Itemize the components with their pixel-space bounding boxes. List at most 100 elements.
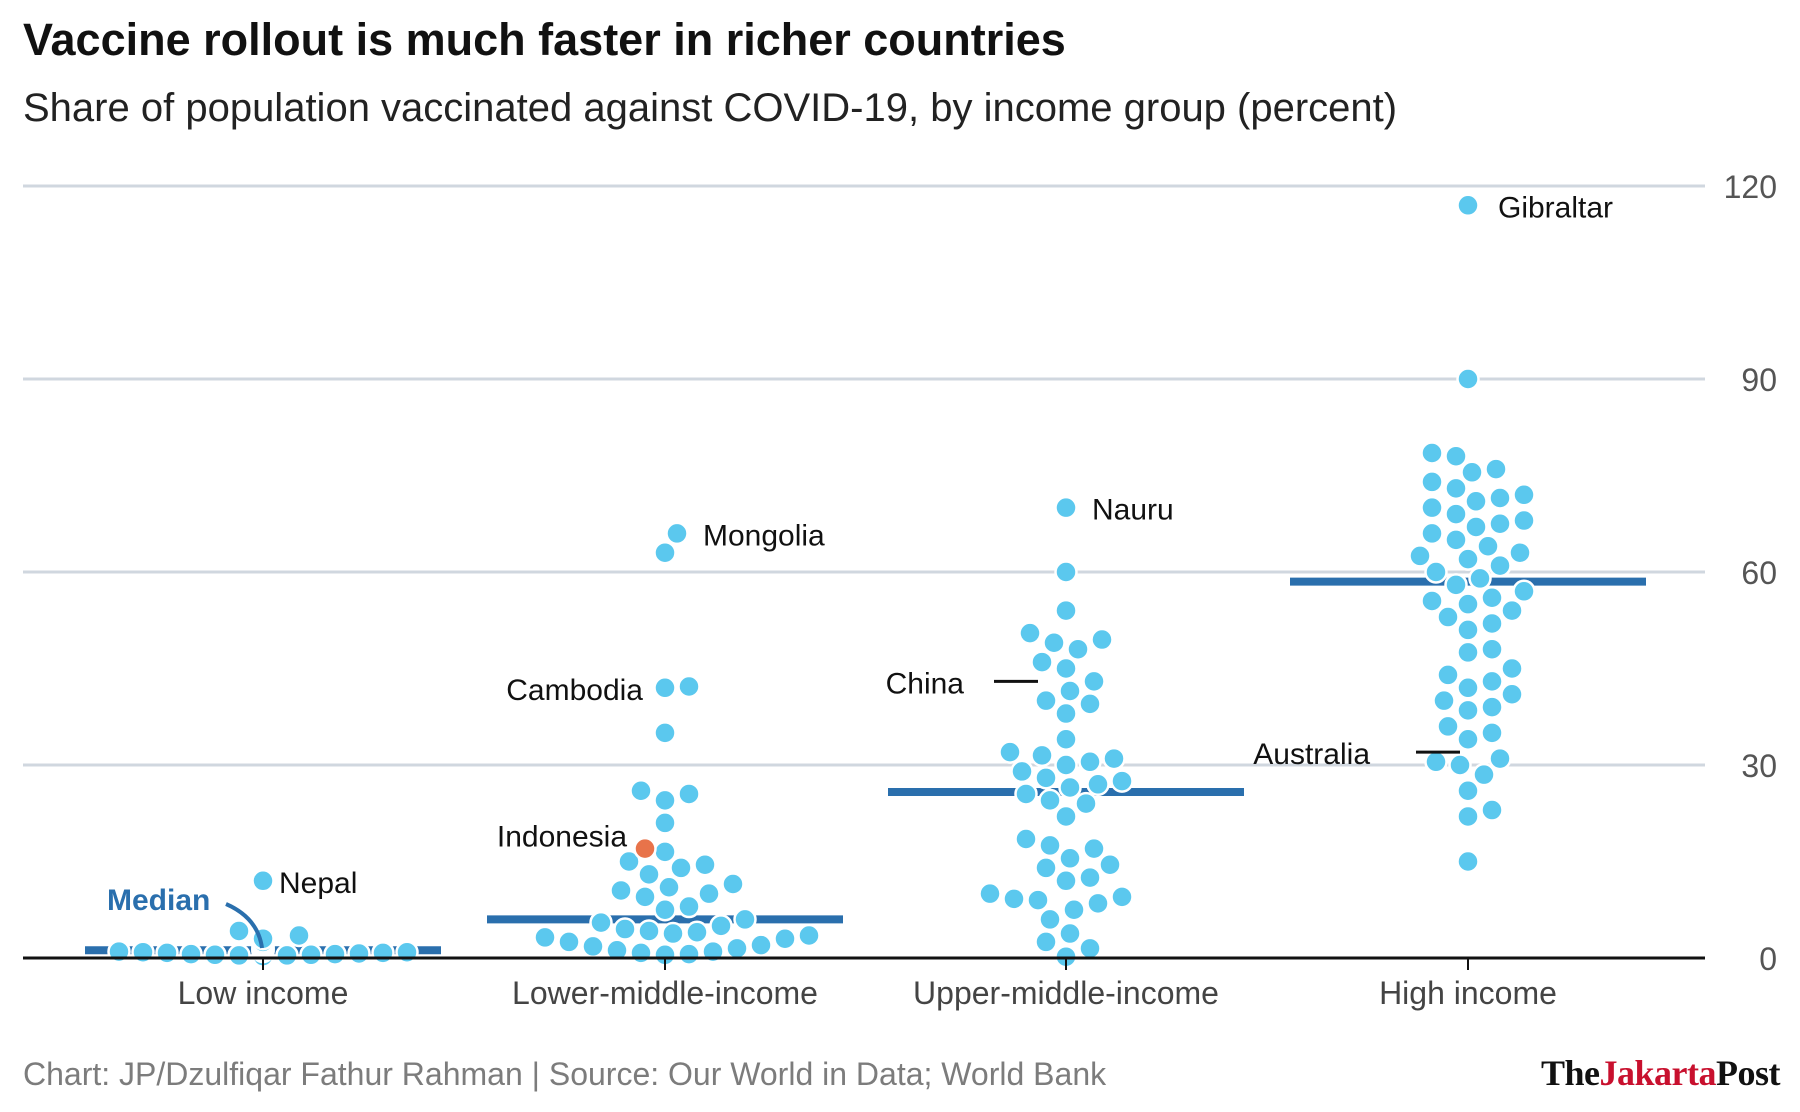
data-point xyxy=(1420,470,1444,494)
data-point xyxy=(1480,798,1504,822)
data-point xyxy=(275,943,299,968)
x-tick-label: Upper-middle-income xyxy=(913,975,1219,1011)
data-point xyxy=(1054,495,1078,520)
data-point xyxy=(797,923,821,948)
data-point xyxy=(1448,753,1472,777)
data-point xyxy=(1444,476,1468,501)
logo-part: Jakarta xyxy=(1599,1053,1717,1093)
data-point xyxy=(677,894,701,919)
data-point xyxy=(287,923,311,948)
data-point xyxy=(1018,621,1042,645)
data-point xyxy=(1054,598,1078,623)
data-point xyxy=(653,811,677,835)
data-point xyxy=(637,919,661,943)
y-tick-label: 0 xyxy=(1759,941,1777,977)
data-point xyxy=(1464,489,1488,513)
data-point xyxy=(1444,573,1468,597)
annotation-label: Australia xyxy=(1253,738,1370,771)
data-point xyxy=(1456,804,1480,829)
data-point xyxy=(227,919,251,943)
data-point xyxy=(395,940,419,964)
data-point xyxy=(1500,598,1524,623)
data-point xyxy=(1038,833,1062,858)
data-point xyxy=(1062,898,1086,922)
data-point xyxy=(1058,679,1082,703)
data-point xyxy=(1110,769,1134,793)
data-point xyxy=(1456,367,1480,391)
data-point xyxy=(1488,486,1512,510)
logo-part: Post xyxy=(1716,1053,1781,1093)
data-point xyxy=(1054,560,1078,584)
data-point xyxy=(1074,791,1098,816)
data-point xyxy=(1030,650,1054,674)
data-point xyxy=(653,788,677,813)
publisher-logo: TheJakartaPost xyxy=(1541,1052,1781,1094)
data-point xyxy=(1424,560,1448,584)
data-point xyxy=(617,849,641,874)
data-point xyxy=(203,943,227,967)
data-point xyxy=(1488,553,1512,578)
data-point xyxy=(677,782,701,806)
data-point xyxy=(637,862,661,887)
y-tick-label: 90 xyxy=(1741,362,1777,398)
data-point xyxy=(1500,656,1524,681)
data-point xyxy=(1456,640,1480,665)
data-point xyxy=(721,872,745,896)
data-point xyxy=(629,941,653,965)
data-point xyxy=(697,881,721,906)
annotation-label: China xyxy=(886,667,965,700)
data-point xyxy=(1456,592,1480,616)
data-point xyxy=(1054,804,1078,829)
x-axis: Low income Lower-middle-income Upper-middl… xyxy=(23,956,1705,1011)
data-point xyxy=(323,942,347,966)
data-point xyxy=(665,521,689,546)
data-point xyxy=(1480,611,1504,636)
data-point xyxy=(1030,743,1054,768)
y-tick-label: 120 xyxy=(1724,169,1777,205)
annotation-label: Nauru xyxy=(1092,494,1174,527)
data-point xyxy=(1480,637,1504,661)
data-point xyxy=(1476,534,1500,559)
chart-subtitle: Share of population vaccinated against C… xyxy=(23,86,1398,130)
data-point xyxy=(1058,921,1082,946)
data-point xyxy=(1436,605,1460,629)
data-point xyxy=(1034,766,1058,790)
data-point xyxy=(1058,846,1082,871)
data-point xyxy=(1102,746,1126,771)
data-point xyxy=(633,885,657,909)
annotations: Nepal Mongolia Cambodia Indonesia Nauru China… xyxy=(107,191,1613,949)
data-point xyxy=(1456,727,1480,752)
data-point xyxy=(1042,631,1066,655)
data-point xyxy=(629,778,653,803)
data-point xyxy=(1026,888,1050,912)
data-point xyxy=(1010,759,1034,784)
data-point xyxy=(657,875,681,899)
data-point xyxy=(1424,750,1448,774)
data-point xyxy=(677,942,701,966)
data-point xyxy=(693,852,717,877)
data-points xyxy=(107,193,1536,969)
data-point xyxy=(1082,669,1106,694)
data-point xyxy=(1014,827,1038,851)
data-point xyxy=(1038,907,1062,932)
data-point xyxy=(1444,444,1468,468)
data-point xyxy=(1488,512,1512,536)
data-point xyxy=(1472,762,1496,787)
data-point xyxy=(733,907,757,932)
data-point xyxy=(613,917,637,941)
data-point xyxy=(1444,502,1468,526)
data-point xyxy=(155,941,179,965)
data-point xyxy=(1054,656,1078,681)
data-point xyxy=(1444,528,1468,552)
data-point xyxy=(1034,930,1058,954)
data-point xyxy=(1098,852,1122,877)
data-point xyxy=(1436,714,1460,739)
data-point xyxy=(661,921,685,946)
data-point xyxy=(1512,483,1536,507)
highlight-point xyxy=(633,836,657,861)
data-point xyxy=(1480,585,1504,610)
data-point xyxy=(1078,692,1102,716)
annotation-label: Mongolia xyxy=(703,519,825,552)
data-point xyxy=(533,925,557,950)
chart-title: Vaccine rollout is much faster in richer… xyxy=(23,14,1066,65)
